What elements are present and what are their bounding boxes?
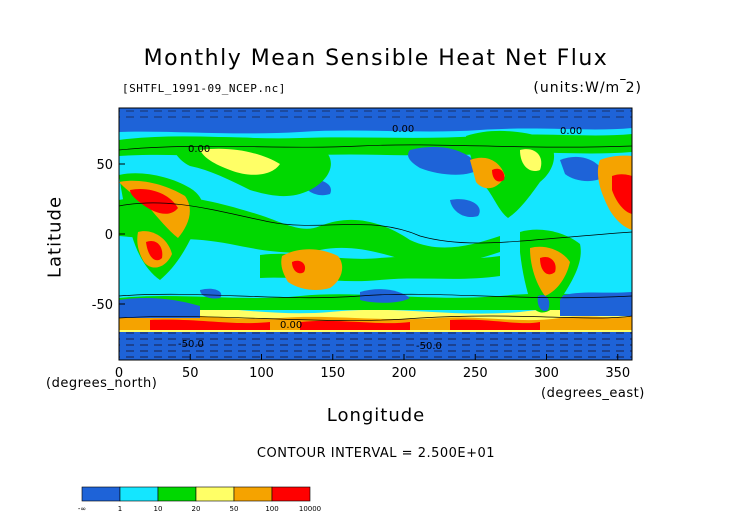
y-tick-label: 50	[96, 158, 113, 173]
units-label: (units:W/m 2)	[533, 80, 642, 96]
colorbar-swatch	[81, 486, 121, 502]
x-tick-label: 150	[320, 366, 345, 381]
contour-label: 0.00	[560, 126, 582, 137]
colorbar-label: 1	[118, 505, 122, 513]
x-tick-label: 250	[463, 366, 488, 381]
x-tick-label: 50	[182, 366, 199, 381]
colorbar-label: 100	[265, 505, 278, 513]
contour-label: -50.0	[178, 339, 204, 350]
x-tick-label: 0	[115, 366, 123, 381]
colorbar-swatch	[119, 486, 159, 502]
x-tick-label: 300	[534, 366, 559, 381]
plot-title: Monthly Mean Sensible Heat Net Flux	[143, 46, 609, 71]
colorbar-swatch	[233, 486, 273, 502]
colorbar-label: 50	[230, 505, 239, 513]
file-label: [SHTFL_1991-09_NCEP.nc]	[122, 82, 286, 95]
colorbar-swatch	[195, 486, 235, 502]
colorbar-swatch	[271, 486, 311, 502]
y-axis-ticks: 50 0 -50	[92, 158, 125, 313]
colorbar: -∞ 1 10 20 50 100 10000	[78, 486, 321, 513]
x-axis-unit: (degrees_east)	[541, 386, 645, 401]
y-axis-title: Latitude	[44, 195, 66, 279]
contour-label: 0.00	[188, 144, 210, 155]
contour-interval: CONTOUR INTERVAL = 2.500E+01	[256, 446, 496, 461]
colorbar-swatch	[157, 486, 197, 502]
contour-label: 0.00	[280, 320, 302, 331]
colorbar-label: -∞	[78, 505, 86, 513]
contour-label: -50.0	[416, 341, 442, 352]
x-tick-label: 100	[249, 366, 274, 381]
x-tick-label: 350	[605, 366, 630, 381]
y-tick-label: 0	[105, 228, 113, 243]
y-tick-label: -50	[92, 298, 113, 313]
colorbar-label: 10000	[299, 505, 321, 513]
contour-label: 0.00	[392, 124, 414, 135]
x-tick-label: 200	[392, 366, 417, 381]
colorbar-label: 10	[154, 505, 163, 513]
x-axis-ticks: 0 50 100 150 200 250 300 350	[115, 354, 630, 381]
x-axis-title: Longitude	[326, 405, 426, 426]
y-axis-unit: (degrees_north)	[46, 376, 158, 391]
colorbar-label: 20	[192, 505, 201, 513]
